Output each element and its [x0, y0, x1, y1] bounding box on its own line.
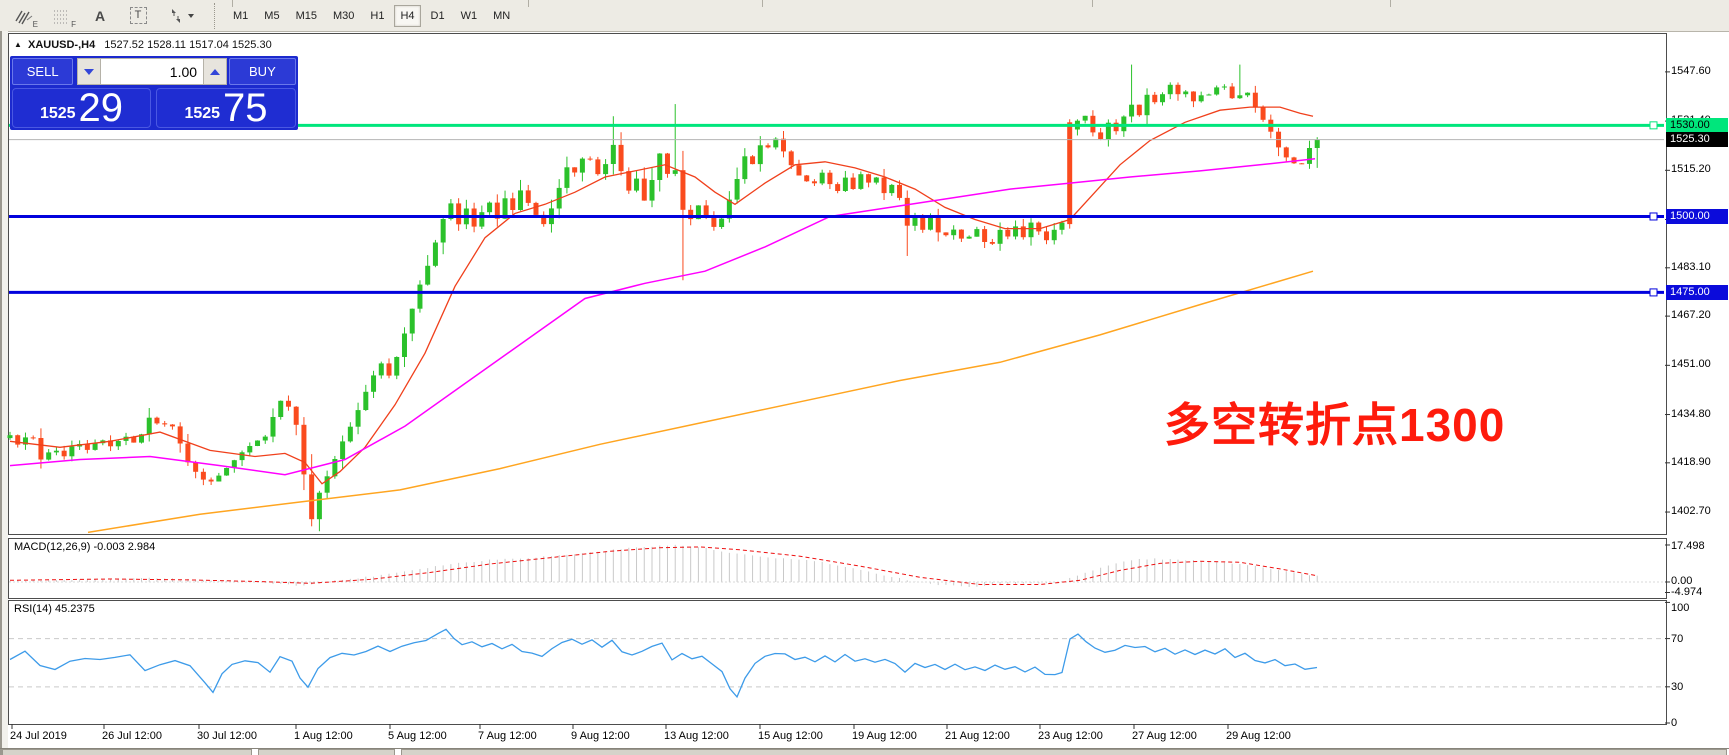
timeframe-button-group: M1 M5 M15 M30 H1 H4 D1 W1 MN: [225, 4, 518, 27]
price-tick-label: 1451.00: [1671, 358, 1711, 370]
sell-price-pips: 29: [78, 88, 124, 128]
price-tick-label: 1515.20: [1671, 163, 1711, 175]
sell-button[interactable]: SELL: [12, 58, 74, 85]
time-tick-label: 19 Aug 12:00: [852, 730, 917, 742]
indicators-icon-sub: E: [32, 19, 38, 29]
status-bar-segment: [2, 749, 252, 755]
rsi-tick-label: 0: [1671, 717, 1678, 729]
current-price-badge: 1525.30: [1666, 132, 1728, 147]
timeframe-button-d1[interactable]: D1: [425, 5, 451, 27]
time-tick-label: 26 Jul 12:00: [102, 730, 162, 742]
dropdown-caret-icon: [188, 13, 194, 18]
text-label-icon[interactable]: A: [88, 5, 112, 27]
indicators-icon-glyph: [15, 10, 33, 24]
time-tick-label: 5 Aug 12:00: [388, 730, 447, 742]
timeframe-button-m5[interactable]: M5: [258, 5, 285, 27]
time-tick-label: 30 Jul 12:00: [197, 730, 257, 742]
macd-panel[interactable]: [8, 538, 1667, 599]
buy-price-display[interactable]: 1525 75: [156, 88, 296, 128]
text-box-glyph: T: [129, 7, 147, 24]
resistance-1530-badge: 1530.00: [1666, 118, 1728, 133]
volume-input[interactable]: [101, 58, 204, 85]
window-splitter-mark: [762, 0, 763, 7]
buy-price-pips: 75: [223, 88, 268, 128]
price-tick-label: 1418.90: [1671, 456, 1711, 468]
chart-ohlc-header: ▲ XAUUSD-,H4 1527.52 1528.11 1517.04 152…: [14, 39, 272, 51]
support-1500-badge: 1500.00: [1666, 209, 1728, 224]
buy-button[interactable]: BUY: [228, 58, 297, 85]
time-tick-label: 21 Aug 12:00: [945, 730, 1010, 742]
arrow-objects-glyph: [172, 8, 180, 23]
left-gutter: [2, 31, 8, 755]
volume-increase-button[interactable]: [203, 58, 227, 85]
grid-icon-glyph: [54, 10, 69, 23]
buy-price-main: 1525: [184, 105, 221, 122]
text-label-glyph: A: [94, 7, 106, 24]
timeframe-button-h4[interactable]: H4: [394, 4, 421, 27]
price-tick-label: 1483.10: [1671, 261, 1711, 273]
down-arrow-icon: [84, 68, 95, 75]
time-tick-label: 15 Aug 12:00: [758, 730, 823, 742]
up-arrow-icon: [209, 68, 220, 75]
time-tick-label: 1 Aug 12:00: [294, 730, 353, 742]
ohlc-values: 1527.52 1528.11 1517.04 1525.30: [104, 39, 272, 51]
price-tick-label: 1467.20: [1671, 309, 1711, 321]
text-box-icon[interactable]: T: [126, 5, 150, 27]
window-splitter-mark: [528, 0, 529, 7]
window-splitter-mark: [1092, 0, 1093, 7]
time-tick-label: 23 Aug 12:00: [1038, 730, 1103, 742]
window-left-border: [0, 31, 2, 755]
timeframe-button-m15[interactable]: M15: [290, 5, 323, 27]
macd-tick-label: -4.974: [1671, 586, 1703, 598]
macd-tick-label: 0.00: [1671, 575, 1693, 587]
volume-decrease-button[interactable]: [77, 58, 102, 85]
timeframe-button-m30[interactable]: M30: [327, 5, 360, 27]
timeframe-button-m1[interactable]: M1: [227, 5, 254, 27]
time-tick-label: 29 Aug 12:00: [1226, 730, 1291, 742]
price-tick-label: 1547.60: [1671, 65, 1711, 77]
rsi-tick-label: 30: [1671, 681, 1684, 693]
timeframe-button-w1[interactable]: W1: [455, 5, 484, 27]
arrow-objects-icon[interactable]: [164, 5, 198, 27]
window-splitter-mark: [1390, 0, 1391, 7]
grid-icon-sub: F: [71, 19, 76, 29]
macd-indicator-label: MACD(12,26,9) -0.003 2.984: [14, 541, 156, 553]
time-tick-label: 9 Aug 12:00: [571, 730, 630, 742]
price-tick-label: 1434.80: [1671, 408, 1711, 420]
status-bar-segment: [258, 749, 395, 755]
support-1475-badge: 1475.00: [1666, 285, 1728, 300]
chart-toolbar: E F A T: [0, 0, 1729, 32]
timeframe-button-mn[interactable]: MN: [487, 5, 516, 27]
toolbar-separator: [214, 2, 215, 29]
timeframe-button-h1[interactable]: H1: [364, 5, 390, 27]
price-tick-label: 1402.70: [1671, 505, 1711, 517]
symbol-label: XAUUSD-,H4: [27, 39, 96, 51]
collapse-arrow-icon[interactable]: ▲: [14, 40, 22, 49]
sell-price-display[interactable]: 1525 29: [12, 88, 151, 128]
rsi-indicator-label: RSI(14) 45.2375: [14, 603, 95, 615]
grid-icon[interactable]: F: [50, 5, 76, 29]
one-click-trading-panel: SELL BUY 1525 29 1525 75: [10, 56, 298, 130]
rsi-panel[interactable]: [8, 600, 1667, 725]
time-tick-label: 13 Aug 12:00: [664, 730, 729, 742]
indicators-icon[interactable]: E: [12, 5, 38, 29]
status-bar-segment: [401, 749, 1727, 755]
rsi-tick-label: 100: [1671, 602, 1690, 614]
sell-price-main: 1525: [39, 105, 76, 122]
time-tick-label: 24 Jul 2019: [10, 730, 67, 742]
chart-text-annotation[interactable]: 多空转折点1300: [1164, 399, 1506, 451]
status-bar-top-edge: [0, 748, 1729, 749]
time-tick-label: 7 Aug 12:00: [478, 730, 537, 742]
time-tick-label: 27 Aug 12:00: [1132, 730, 1197, 742]
window-splitter-mark: [232, 0, 233, 7]
rsi-tick-label: 70: [1671, 633, 1684, 645]
macd-tick-label: 17.498: [1671, 540, 1705, 552]
